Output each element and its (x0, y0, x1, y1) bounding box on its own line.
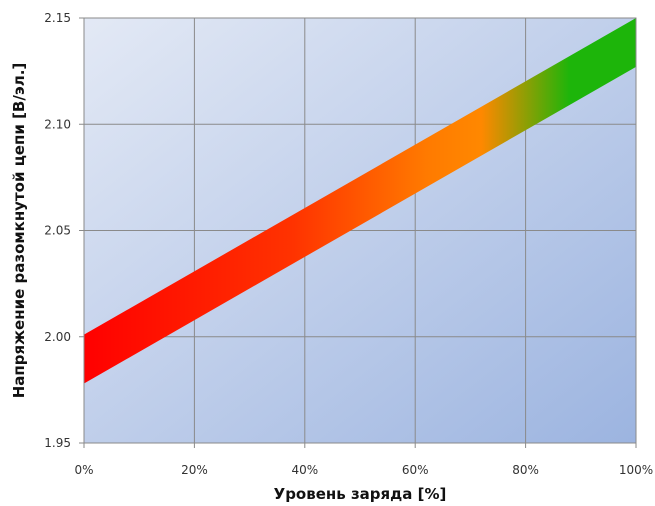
x-tick-label: 40% (291, 463, 318, 477)
y-tick-label: 2.00 (44, 330, 71, 344)
voltage-band (84, 18, 636, 384)
x-axis-title: Уровень заряда [%] (274, 485, 447, 503)
x-tick-label: 60% (402, 463, 429, 477)
x-tick-label: 20% (181, 463, 208, 477)
y-axis-title: Напряжение разомкнутой цепи [В/эл.] (10, 63, 28, 399)
x-tick-label: 0% (74, 463, 93, 477)
x-tick-label: 100% (619, 463, 653, 477)
plot-frame (83, 17, 637, 444)
x-tick-label: 80% (512, 463, 539, 477)
y-tick-label: 2.15 (44, 11, 71, 25)
y-tick-label: 2.05 (44, 224, 71, 238)
y-tick-label: 2.10 (44, 117, 71, 131)
y-axis-ticks: 1.95 2.00 2.05 2.10 2.15 (44, 11, 71, 450)
y-tick-label: 1.95 (44, 436, 71, 450)
x-axis-ticks: 0% 20% 40% 60% 80% 100% (74, 463, 653, 477)
